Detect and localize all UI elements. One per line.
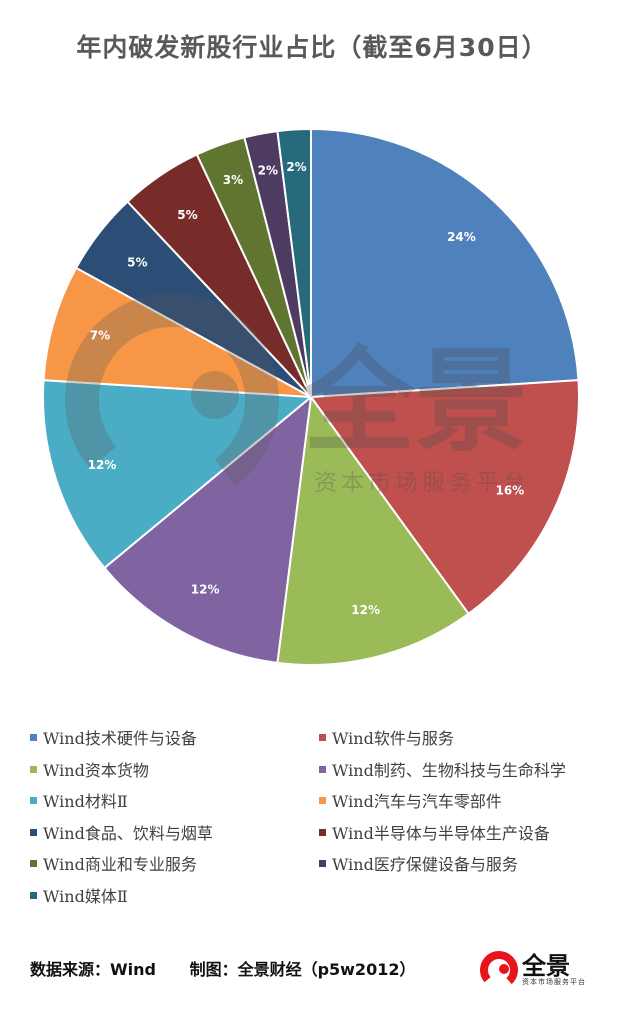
slice-label-0: 24% [447,230,476,244]
legend-item-1: Wind软件与服务 [319,728,454,750]
legend-item-5: Wind汽车与汽车零部件 [319,791,502,813]
legend-label-10: Wind媒体Ⅱ [43,886,128,906]
pie-chart: 全景 资本市场服务平台 24% 16% 12% 12% 12% 7% 5% 5% 3% 2% 2% [42,127,580,666]
watermark-logo-dot [191,371,239,419]
legend-label-6: Wind食品、饮料与烟草 [43,823,213,843]
legend-item-2: Wind资本货物 [30,760,149,782]
legend-swatch-0 [30,734,37,741]
pie-labels: 24% 16% 12% 12% 12% 7% 5% 5% 3% 2% 2% [88,160,525,617]
legend-swatch-8 [30,860,37,867]
footer: 数据来源：Wind 制图：全景财经（p5w2012） [30,956,443,980]
legend-label-3: Wind制药、生物科技与生命科学 [332,760,566,780]
logo-brand: 全景 [522,952,570,980]
watermark-logo-icon [64,293,279,507]
legend-label-8: Wind商业和专业服务 [43,855,197,874]
slice-label-7: 5% [177,208,197,222]
pie-slice-2 [276,394,470,666]
legend-item-8: Wind商业和专业服务 [30,854,197,876]
legend-label-2: Wind资本货物 [43,760,149,780]
legend-swatch-10 [30,891,37,899]
legend-label-1: Wind软件与服务 [332,729,454,748]
legend-item-7: Wind半导体与半导体生产设备 [319,823,550,845]
slice-label-5: 7% [90,329,110,343]
pie-slices [42,127,580,666]
chart-title: 年内破发新股行业占比（截至6月30日） [76,33,548,62]
slice-label-9: 2% [258,164,278,178]
legend-label-0: Wind技术硬件与设备 [43,729,197,748]
slice-label-4: 12% [88,458,117,472]
slice-label-10: 2% [286,160,306,174]
pie-slice-10 [276,127,312,398]
watermark-brand: 全景 [302,337,527,467]
slice-label-2: 12% [351,603,380,617]
legend-swatch-4 [30,797,37,804]
legend-swatch-2 [30,765,37,773]
legend-swatch-9 [319,860,326,867]
legend-label-4: Wind材料Ⅱ [43,792,128,811]
legend-swatch-3 [319,765,326,773]
pie-slice-5 [42,266,312,398]
legend-item-10: Wind媒体Ⅱ [30,886,128,908]
legend-swatch-6 [30,828,37,836]
slice-label-1: 16% [495,484,524,498]
legend-item-6: Wind食品、饮料与烟草 [30,823,213,845]
legend-swatch-5 [319,797,326,804]
logo: 全景 资本市场服务平台 [478,946,608,996]
legend-item-3: Wind制药、生物科技与生命科学 [319,760,566,782]
slice-label-6: 5% [127,255,147,269]
pie-slice-0 [310,127,580,399]
legend-label-9: Wind医疗保健设备与服务 [332,855,518,874]
legend-label-7: Wind半导体与半导体生产设备 [332,823,550,843]
source-note: 数据来源：Wind [30,960,156,979]
slice-label-8: 3% [223,173,243,187]
watermark: 全景 资本市场服务平台 [64,293,530,507]
pie-slice-3 [103,394,313,665]
maker-note: 制图：全景财经（p5w2012） [189,960,416,979]
legend-item-0: Wind技术硬件与设备 [30,728,197,750]
legend-swatch-7 [319,828,326,836]
legend-item-4: Wind材料Ⅱ [30,791,128,813]
slice-label-3: 12% [191,583,220,597]
legend-item-9: Wind医疗保健设备与服务 [319,854,518,876]
pie-slice-1 [309,379,580,616]
legend-label-5: Wind汽车与汽车零部件 [332,792,502,811]
quanjing-logo-icon [480,951,518,989]
legend-swatch-1 [319,734,326,741]
pie-slice-4 [42,379,314,570]
watermark-tagline: 资本市场服务平台 [314,470,530,496]
logo-tagline: 资本市场服务平台 [522,978,586,986]
